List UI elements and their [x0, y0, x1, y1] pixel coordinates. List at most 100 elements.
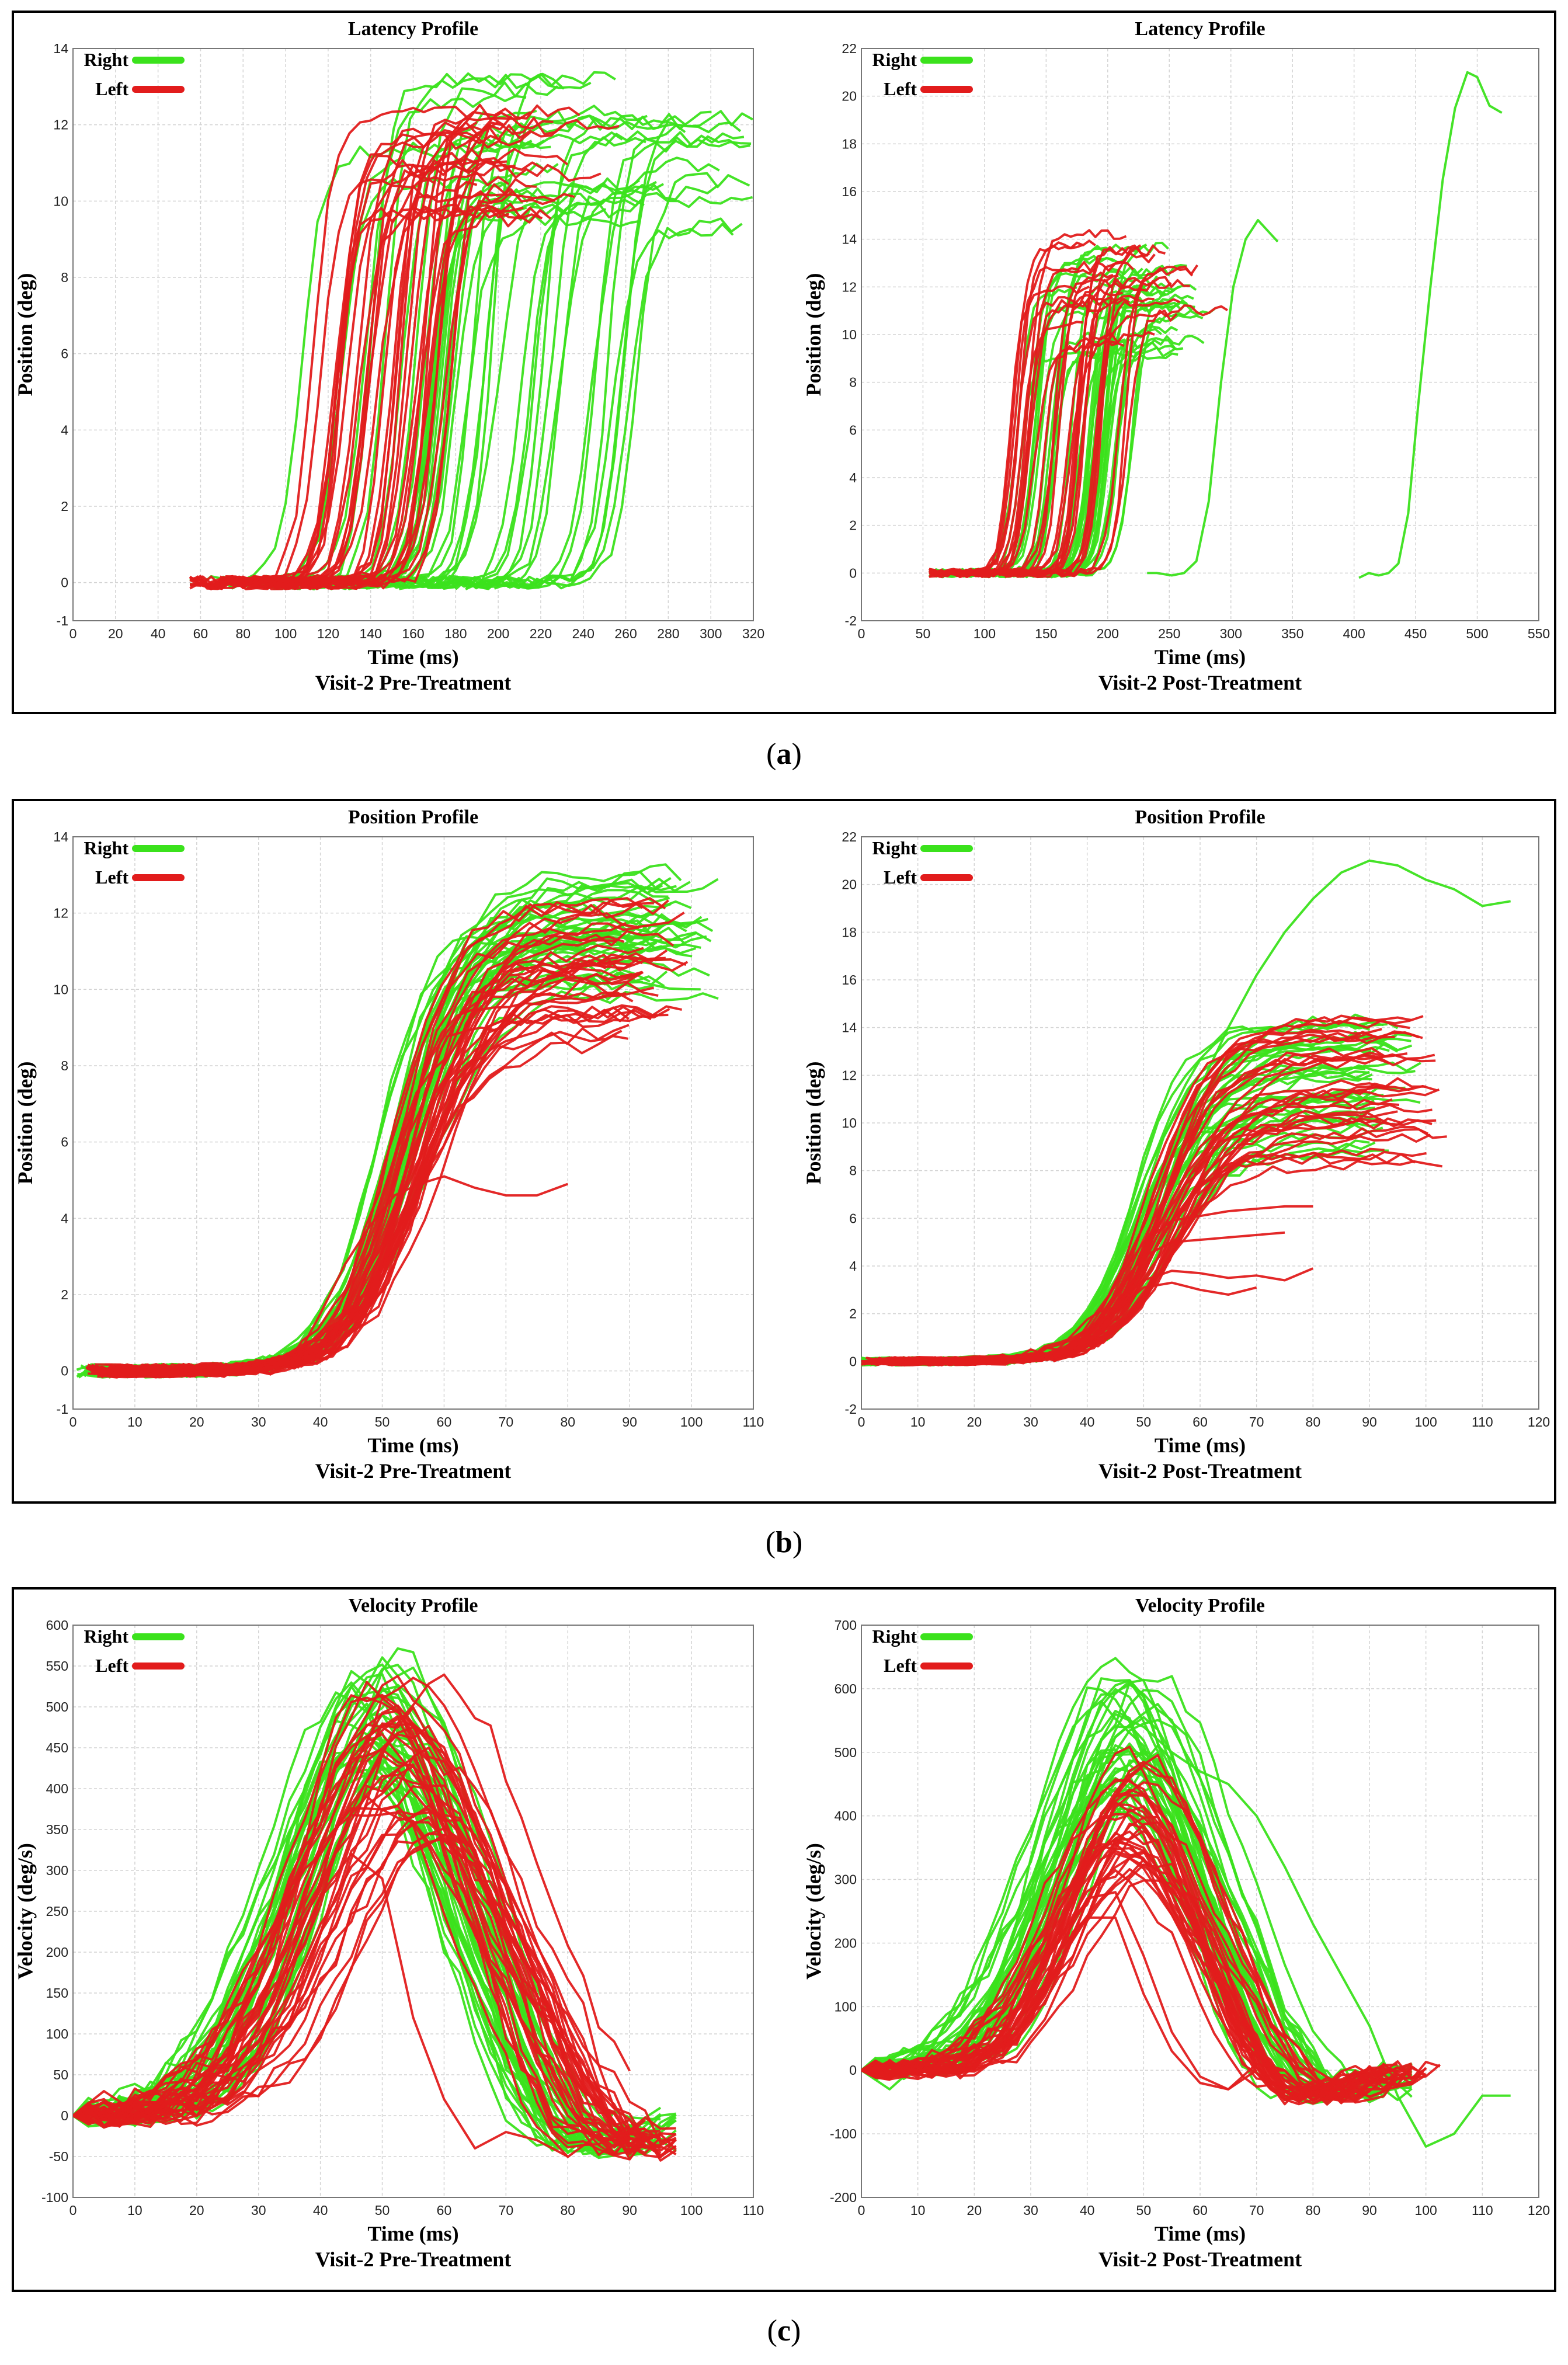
x-tick-label: 100 — [974, 626, 996, 641]
panel-c-label: (c) — [767, 2314, 801, 2347]
x-tick-label: 90 — [622, 2203, 637, 2218]
trace-left — [1030, 264, 1198, 578]
x-tick-label: 350 — [1281, 626, 1303, 641]
x-tick-label: 110 — [1472, 2203, 1493, 2218]
x-tick-label: 60 — [193, 626, 208, 641]
x-axis-label: Time (ms) — [367, 1434, 458, 1457]
y-tick-label: 20 — [842, 89, 857, 104]
x-tick-label: 40 — [313, 1414, 328, 1430]
y-tick-label: 2 — [61, 499, 68, 514]
chart-caption: Visit-2 Post-Treatment — [1098, 671, 1302, 694]
y-tick-label: 300 — [46, 1863, 68, 1878]
y-axis-label: Position (deg) — [13, 1062, 37, 1185]
x-tick-label: 20 — [967, 1414, 982, 1430]
y-axis-label: Position (deg) — [802, 1062, 825, 1185]
y-tick-label: 550 — [46, 1658, 68, 1674]
y-tick-label: 16 — [842, 972, 857, 987]
x-tick-label: 0 — [69, 2203, 77, 2218]
y-tick-label: 0 — [61, 2108, 68, 2123]
chart-caption: Visit-2 Post-Treatment — [1098, 2248, 1302, 2271]
panel-b-label: (b) — [765, 1526, 803, 1559]
trace-right-outlier — [1358, 71, 1503, 579]
trace-left — [73, 1709, 661, 2146]
y-tick-label: 14 — [842, 1020, 857, 1035]
x-tick-label: 450 — [1404, 626, 1427, 641]
y-tick-label: 12 — [53, 117, 68, 133]
y-tick-label: 100 — [46, 2026, 68, 2041]
y-tick-label: 4 — [61, 1211, 68, 1226]
x-tick-label: 100 — [680, 2203, 703, 2218]
trace-left-outlier — [1052, 1205, 1313, 1362]
x-tick-label: 0 — [69, 1414, 77, 1430]
x-tick-label: 300 — [700, 626, 722, 641]
y-tick-label: 4 — [849, 1258, 857, 1274]
x-axis-label: Time (ms) — [1155, 645, 1246, 669]
trace-right — [861, 1657, 1413, 2102]
x-tick-label: 20 — [108, 626, 123, 641]
plot-area-border — [861, 836, 1539, 1410]
trace-left — [190, 205, 467, 588]
y-tick-label: 200 — [835, 1935, 857, 1950]
series-lines — [76, 863, 719, 1379]
y-tick-label: 20 — [842, 877, 857, 892]
y-tick-label: -2 — [845, 613, 857, 628]
x-tick-label: 110 — [1472, 1414, 1493, 1430]
y-tick-label: 14 — [53, 829, 68, 844]
x-tick-label: 200 — [1097, 626, 1119, 641]
chart-b-right: 0 10 20 30 40 50 60 70 80 90 100 110 120-20246810121… — [802, 806, 1550, 1483]
x-tick-label: 100 — [1414, 1414, 1437, 1430]
x-tick-label: 110 — [743, 1414, 764, 1430]
y-tick-label: 2 — [849, 1306, 857, 1321]
y-tick-label: 0 — [849, 1354, 857, 1369]
y-tick-label: 12 — [53, 906, 68, 921]
y-tick-label: 12 — [842, 279, 857, 294]
x-tick-label: 320 — [742, 626, 764, 641]
x-tick-label: 50 — [1136, 2203, 1152, 2218]
y-tick-label: 6 — [849, 422, 857, 437]
chart-title: Position Profile — [348, 806, 478, 828]
trace-right — [861, 1772, 1398, 2097]
chart-title: Velocity Profile — [349, 1595, 478, 1616]
series-lines — [861, 859, 1511, 1367]
trace-right — [88, 885, 677, 1377]
y-tick-label: 350 — [46, 1822, 68, 1837]
x-tick-label: 20 — [189, 1414, 204, 1430]
trace-right — [465, 217, 743, 590]
y-tick-label: 2 — [849, 518, 857, 533]
y-tick-label: 6 — [61, 1135, 68, 1150]
y-tick-label: 4 — [61, 422, 68, 437]
trace-left — [73, 1821, 662, 2161]
plot-area-border — [861, 1625, 1539, 2198]
trace-left — [111, 1030, 623, 1376]
x-tick-label: 160 — [402, 626, 424, 641]
legend-label-right: Right — [84, 837, 129, 858]
x-tick-label: 220 — [530, 626, 552, 641]
y-tick-label: 200 — [46, 1945, 68, 1960]
chart-caption: Visit-2 Pre-Treatment — [315, 1459, 512, 1483]
x-tick-label: 120 — [1528, 1414, 1550, 1430]
chart-c-right: 0 10 20 30 40 50 60 70 80 90 100 110 120 -200 -100 0 100… — [802, 1595, 1550, 2271]
y-tick-label: 0 — [61, 1364, 68, 1379]
x-tick-label: 400 — [1343, 626, 1365, 641]
x-tick-label: 500 — [1466, 626, 1488, 641]
x-axis-label: Time (ms) — [367, 2222, 458, 2245]
x-tick-label: 240 — [572, 626, 594, 641]
x-tick-label: 30 — [251, 1414, 266, 1430]
x-tick-label: 10 — [127, 2203, 142, 2218]
trace-left — [296, 123, 563, 589]
y-tick-label: 10 — [842, 327, 857, 342]
y-tick-label: 0 — [849, 565, 857, 580]
x-tick-label: 0 — [69, 626, 77, 641]
series-lines — [73, 1647, 677, 2162]
trace-left — [73, 1673, 631, 2121]
y-tick-label: 8 — [849, 1163, 857, 1178]
chart-b-left: 0 10 20 30 40 50 60 70 80 90 100 110-102468101214Po… — [13, 806, 764, 1483]
x-tick-label: 280 — [657, 626, 679, 641]
x-tick-label: 70 — [1249, 1414, 1264, 1430]
trace-right — [463, 121, 742, 589]
trace-right — [408, 183, 665, 589]
x-tick-label: 30 — [1023, 1414, 1038, 1430]
trace-left — [929, 284, 1090, 578]
trace-left — [211, 203, 543, 589]
